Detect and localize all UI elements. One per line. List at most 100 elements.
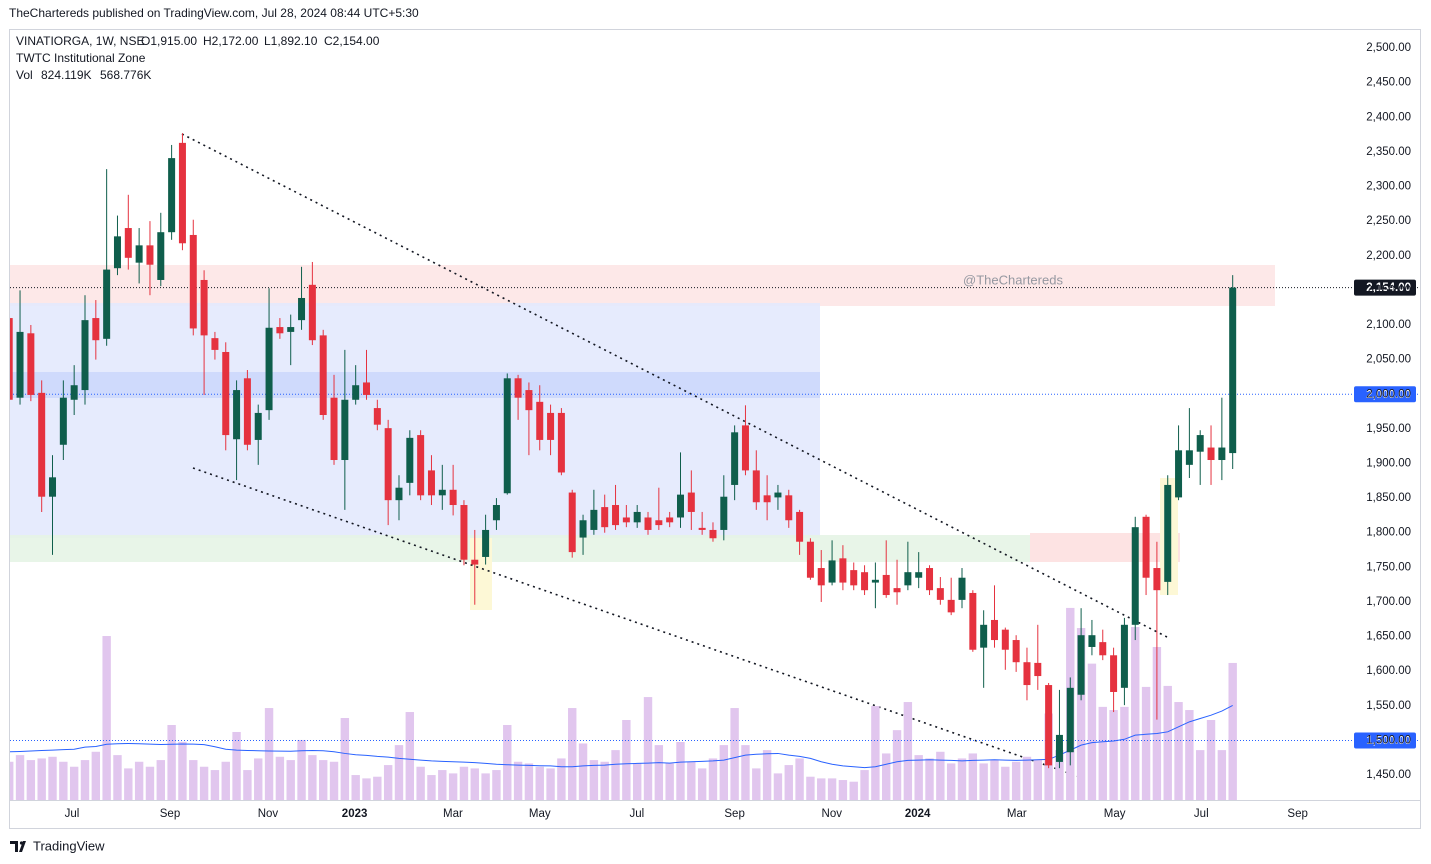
candle-body: [70, 385, 78, 400]
y-tick-label: 1,600.00: [1366, 665, 1411, 677]
candle-body: [1153, 568, 1161, 591]
candle-body: [839, 558, 847, 583]
volume-bar: [1196, 750, 1205, 800]
institutional-band: [10, 372, 820, 398]
candle-body: [1229, 287, 1237, 454]
candle-body: [720, 496, 728, 530]
trendline: [181, 133, 1168, 638]
volume-bar: [492, 770, 501, 800]
volume-bar: [806, 776, 815, 800]
volume-bar: [405, 712, 415, 800]
demand-zone: [10, 535, 1030, 562]
candle-body: [871, 579, 879, 583]
volume-bar: [611, 750, 620, 800]
volume-bar: [1174, 702, 1183, 800]
candle-body: [1099, 642, 1107, 656]
candle-body: [1131, 527, 1139, 625]
candle-body: [1175, 450, 1183, 498]
candle-body: [16, 331, 24, 398]
x-tick-label: Jul: [65, 808, 80, 820]
candle-body: [644, 517, 652, 530]
candle-body: [384, 428, 392, 501]
candle-body: [135, 245, 143, 263]
supply-zone: [10, 265, 1275, 306]
candle-body: [514, 378, 522, 398]
candle-body: [38, 392, 46, 497]
legend-volume-value: 824.119K: [41, 68, 92, 82]
y-tick-label: 2,200.00: [1366, 250, 1411, 262]
candle-body: [406, 437, 414, 483]
volume-bar: [145, 766, 155, 800]
candle-body: [1196, 435, 1204, 452]
volume-bar: [762, 750, 772, 800]
volume-bar: [427, 775, 436, 800]
institutional-zone: [10, 303, 820, 538]
volume-bar: [69, 766, 79, 800]
candle-body: [103, 269, 111, 339]
volume-bar: [849, 781, 858, 800]
volume-bar: [373, 776, 382, 800]
candles: [10, 133, 1237, 769]
candle-body: [763, 495, 771, 503]
volume-bar: [1228, 662, 1237, 800]
volume-bar: [936, 751, 945, 800]
candle-body: [427, 470, 435, 496]
x-tick-label: May: [1104, 808, 1126, 820]
volume-bar: [524, 763, 534, 800]
volume-bar: [795, 758, 804, 800]
x-tick-label: 2024: [905, 808, 931, 820]
volume-bar: [914, 755, 923, 800]
volume-bar: [448, 773, 458, 800]
candle-body: [363, 382, 371, 395]
candle-body: [1088, 635, 1096, 647]
candle-body: [676, 494, 684, 518]
trendline: [192, 467, 1104, 786]
candle-body: [1110, 655, 1118, 692]
volume-bar: [199, 766, 209, 800]
volume-bar: [232, 731, 241, 800]
volume-bar: [752, 768, 761, 800]
candle-body: [752, 470, 760, 503]
candle-body: [417, 435, 425, 496]
y-tick-label: 2,350.00: [1366, 146, 1411, 158]
volume-bar: [167, 724, 176, 800]
candle-body: [168, 158, 176, 233]
volume-bar: [838, 780, 848, 800]
volume-bar: [26, 760, 36, 800]
price-marker-label: 1,500.00: [1366, 735, 1411, 747]
legend-high: H2,172.00: [203, 34, 259, 48]
candle-body: [124, 228, 132, 258]
candle-body: [49, 477, 57, 497]
volume-bar: [189, 760, 198, 800]
volume-bar: [882, 753, 891, 800]
volume-bar: [622, 720, 631, 800]
candle-body: [947, 599, 955, 613]
candle-body: [1012, 640, 1020, 663]
candle-body: [1066, 687, 1074, 753]
volume-bar: [1185, 710, 1194, 800]
candle-body: [276, 327, 284, 334]
volume-bar: [308, 755, 317, 800]
volume-bar: [297, 739, 306, 800]
volume-bar: [48, 756, 57, 800]
candle-body: [298, 297, 306, 321]
x-tick-label: Nov: [258, 808, 279, 820]
volume-bar: [1206, 720, 1216, 800]
volume-layer: [10, 607, 1237, 800]
volume-bar: [1131, 627, 1140, 800]
volume-bar: [665, 763, 674, 800]
candle-body: [731, 432, 739, 485]
legend-close: C2,154.00: [324, 34, 380, 48]
candle-body: [189, 234, 197, 329]
legend-open: O1,915.00: [141, 34, 197, 48]
breakout-zone: [1030, 533, 1180, 562]
candle-body: [471, 559, 479, 565]
candle-body: [330, 397, 338, 461]
volume-bar: [1141, 686, 1151, 800]
volume-bar: [925, 758, 934, 800]
x-tick-label: Sep: [1287, 808, 1307, 820]
candle-body: [211, 338, 219, 350]
candle-body: [1164, 484, 1172, 582]
candle-body: [1023, 662, 1031, 686]
candle-body: [547, 412, 555, 440]
